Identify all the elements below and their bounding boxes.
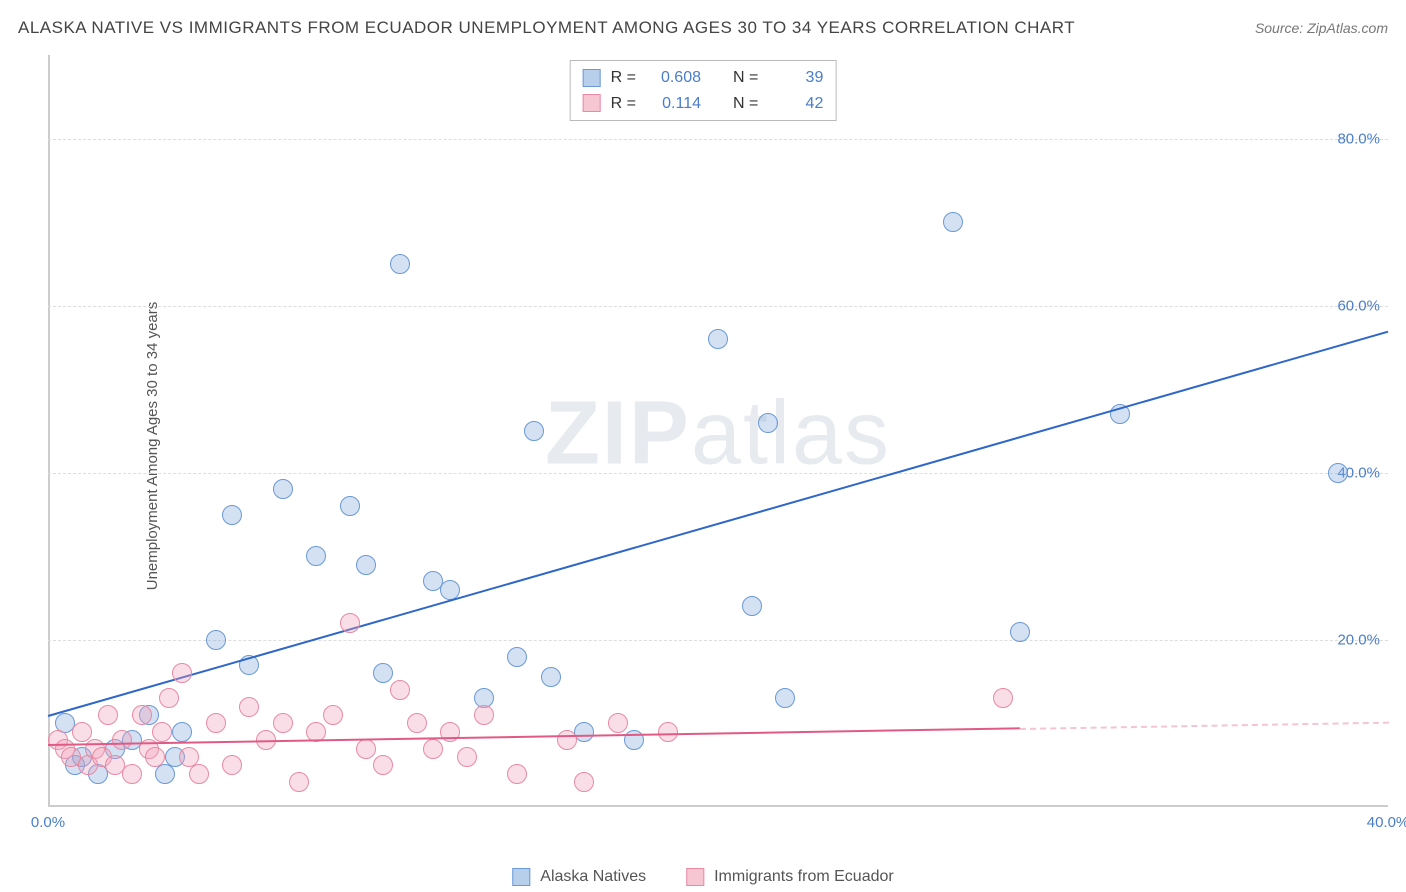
data-point: [340, 613, 360, 633]
legend-label: Immigrants from Ecuador: [714, 868, 894, 886]
legend-label: Alaska Natives: [540, 868, 646, 886]
data-point: [373, 755, 393, 775]
data-point: [541, 667, 561, 687]
data-point: [222, 505, 242, 525]
data-point: [658, 722, 678, 742]
source-link[interactable]: ZipAtlas.com: [1307, 20, 1388, 36]
data-point: [557, 730, 577, 750]
r-label: R =: [611, 65, 636, 91]
legend-row: R = 0.114 N = 42: [583, 91, 824, 117]
data-point: [407, 713, 427, 733]
data-point: [112, 730, 132, 750]
data-point: [145, 747, 165, 767]
legend-swatch: [512, 868, 530, 886]
legend-swatch: [583, 94, 601, 112]
gridline: [48, 306, 1388, 307]
data-point: [323, 705, 343, 725]
series-legend: Alaska Natives Immigrants from Ecuador: [512, 868, 893, 886]
data-point: [273, 479, 293, 499]
data-point: [222, 755, 242, 775]
legend-row: R = 0.608 N = 39: [583, 65, 824, 91]
data-point: [708, 329, 728, 349]
data-point: [159, 688, 179, 708]
r-value: 0.114: [646, 91, 701, 117]
legend-item: Immigrants from Ecuador: [686, 868, 894, 886]
n-value: 42: [768, 91, 823, 117]
x-tick-label: 0.0%: [31, 814, 65, 831]
r-label: R =: [611, 91, 636, 117]
data-point: [132, 705, 152, 725]
gridline: [48, 473, 1388, 474]
data-point: [152, 722, 172, 742]
chart-title: ALASKA NATIVE VS IMMIGRANTS FROM ECUADOR…: [18, 18, 1075, 38]
data-point: [474, 705, 494, 725]
watermark: ZIPatlas: [545, 383, 891, 486]
data-point: [608, 713, 628, 733]
data-point: [1328, 463, 1348, 483]
data-point: [742, 596, 762, 616]
data-point: [189, 764, 209, 784]
data-point: [340, 496, 360, 516]
data-point: [273, 713, 293, 733]
data-point: [206, 713, 226, 733]
data-point: [306, 546, 326, 566]
legend-swatch: [583, 69, 601, 87]
data-point: [122, 764, 142, 784]
data-point: [758, 413, 778, 433]
n-label: N =: [733, 91, 758, 117]
data-point: [356, 739, 376, 759]
data-point: [289, 772, 309, 792]
source-attribution: Source: ZipAtlas.com: [1255, 20, 1388, 36]
data-point: [390, 680, 410, 700]
n-label: N =: [733, 65, 758, 91]
data-point: [356, 555, 376, 575]
r-value: 0.608: [646, 65, 701, 91]
scatter-plot-area: ZIPatlas 20.0%40.0%60.0%80.0%0.0%40.0%: [48, 55, 1388, 845]
legend-swatch: [686, 868, 704, 886]
trend-line: [48, 331, 1389, 717]
data-point: [457, 747, 477, 767]
n-value: 39: [768, 65, 823, 91]
trend-line: [48, 728, 1020, 747]
data-point: [172, 663, 192, 683]
source-prefix: Source:: [1255, 20, 1307, 36]
data-point: [507, 647, 527, 667]
data-point: [98, 705, 118, 725]
y-tick-label: 20.0%: [1337, 631, 1380, 648]
y-tick-label: 80.0%: [1337, 130, 1380, 147]
data-point: [574, 772, 594, 792]
x-axis-line: [48, 805, 1388, 807]
data-point: [206, 630, 226, 650]
data-point: [1010, 622, 1030, 642]
data-point: [423, 739, 443, 759]
data-point: [775, 688, 795, 708]
y-axis-line: [48, 55, 50, 807]
data-point: [172, 722, 192, 742]
data-point: [72, 722, 92, 742]
data-point: [524, 421, 544, 441]
correlation-legend: R = 0.608 N = 39 R = 0.114 N = 42: [570, 60, 837, 121]
gridline: [48, 640, 1388, 641]
data-point: [239, 697, 259, 717]
gridline: [48, 139, 1388, 140]
data-point: [943, 212, 963, 232]
trend-line-extrapolated: [1019, 721, 1388, 729]
legend-item: Alaska Natives: [512, 868, 646, 886]
data-point: [390, 254, 410, 274]
y-tick-label: 60.0%: [1337, 297, 1380, 314]
data-point: [373, 663, 393, 683]
x-tick-label: 40.0%: [1367, 814, 1406, 831]
data-point: [507, 764, 527, 784]
data-point: [993, 688, 1013, 708]
